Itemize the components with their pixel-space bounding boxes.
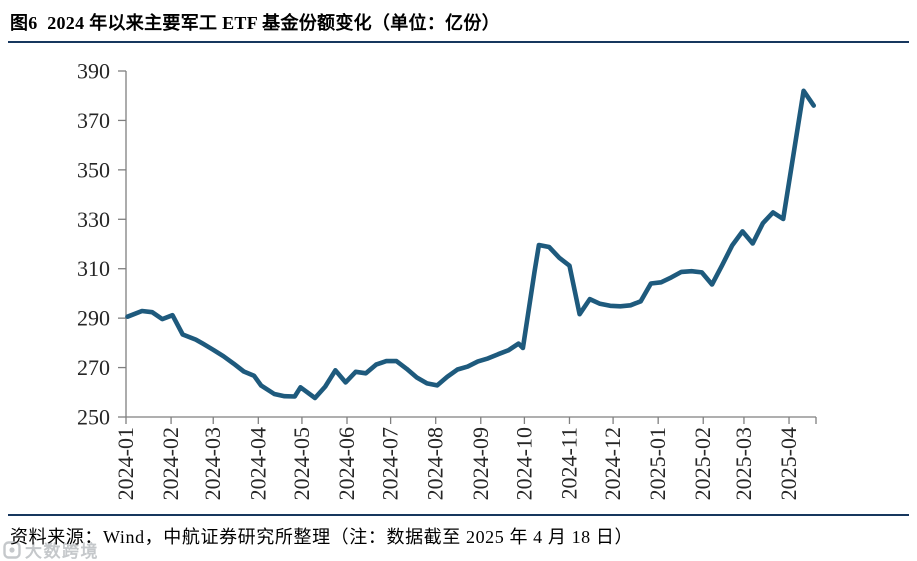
- x-tick-label: 2024-11: [556, 427, 581, 500]
- x-tick-label: 2025-04: [776, 427, 801, 500]
- x-tick-label: 2025-02: [690, 427, 715, 500]
- watermark-logo-icon: [3, 540, 21, 559]
- watermark: 大数跨境: [3, 537, 99, 561]
- x-tick-label: 2025-01: [645, 427, 670, 500]
- x-tick-label: 2024-05: [289, 427, 314, 500]
- x-tick-label: 2024-09: [468, 427, 493, 500]
- footer-divider: [8, 514, 909, 516]
- x-tick-label: 2024-12: [600, 427, 625, 500]
- y-tick-label: 370: [77, 108, 110, 133]
- x-tick-label: 2024-08: [423, 427, 448, 500]
- y-tick-label: 350: [77, 157, 110, 182]
- figure-title: 图6 2024 年以来主要军工 ETF 基金份额变化（单位：亿份）: [10, 13, 501, 33]
- title-divider: [8, 41, 909, 43]
- x-tick-label: 2024-02: [158, 427, 183, 500]
- etf-share-line: [125, 88, 817, 401]
- source-note: 资料来源：Wind，中航证券研究所整理（注：数据截至 2025 年 4 月 18…: [10, 527, 634, 547]
- y-tick-label: 290: [77, 306, 110, 331]
- x-tick-label: 2024-04: [245, 427, 270, 500]
- x-tick-label: 2024-10: [511, 427, 536, 500]
- x-tick-label: 2024-06: [334, 427, 359, 500]
- x-tick-label: 2024-01: [113, 427, 138, 500]
- y-tick-label: 310: [77, 256, 110, 281]
- y-tick-label: 390: [77, 59, 110, 84]
- x-tick-label: 2024-03: [200, 427, 225, 500]
- y-tick-label: 270: [77, 355, 110, 380]
- x-tick-label: 2024-07: [378, 427, 403, 500]
- y-tick-label: 250: [77, 405, 110, 430]
- watermark-text: 大数跨境: [25, 542, 99, 561]
- y-tick-label: 330: [77, 207, 110, 232]
- x-tick-label: 2025-03: [731, 427, 756, 500]
